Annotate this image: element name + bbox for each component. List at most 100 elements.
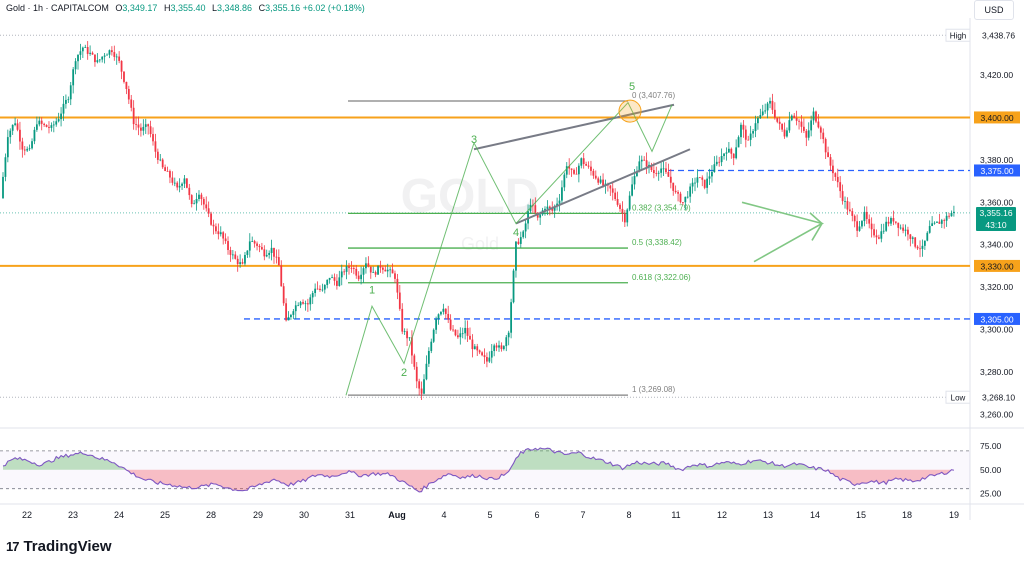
candle-body [636, 171, 638, 177]
candle-body [280, 265, 283, 287]
candle-body [575, 173, 578, 175]
candle-body [140, 127, 142, 131]
symbol-title[interactable]: Gold · 1h · CAPITALCOM [6, 3, 109, 13]
candle-body [91, 52, 94, 55]
candle-body [357, 275, 360, 280]
candle-body [573, 169, 575, 174]
candle-body [570, 168, 573, 170]
candle-body [328, 277, 331, 280]
candle-body [621, 208, 624, 214]
candle-body [396, 278, 399, 293]
candle-body [331, 277, 333, 279]
candle-body [907, 229, 909, 235]
candle-body [11, 124, 14, 131]
candle-body [793, 115, 796, 119]
candle-body [144, 124, 147, 127]
candle-body [35, 124, 38, 130]
currency-button[interactable]: USD [974, 0, 1014, 20]
candle-body [86, 47, 89, 54]
candle-body [679, 193, 682, 203]
candle-body [236, 258, 239, 264]
candle-body [4, 157, 7, 177]
open-value: 3,349.17 [122, 3, 158, 13]
candle-body [870, 223, 873, 230]
candle-body [616, 199, 619, 205]
candle-body [829, 157, 832, 166]
x-tick-label: 11 [671, 510, 680, 520]
candle-body [164, 167, 167, 172]
candle-body [275, 256, 278, 258]
candle-body [260, 247, 263, 250]
tradingview-brand[interactable]: 17 TradingView [6, 538, 112, 555]
candle-body [234, 254, 237, 259]
candle-body [323, 284, 326, 290]
candle-body [727, 148, 730, 153]
wedge-upper-line [473, 103, 675, 151]
projection-arrowhead [809, 212, 824, 241]
candle-body [498, 345, 500, 348]
candle-body [481, 352, 483, 356]
candle-body [800, 121, 803, 127]
candle-body [841, 191, 844, 202]
candle-body [16, 123, 19, 130]
candle-body [817, 121, 820, 128]
candle-body [539, 214, 542, 218]
candle-body [401, 308, 404, 332]
candle-body [38, 120, 41, 125]
candle-body [40, 120, 43, 124]
change-value: +6.02 (+0.18%) [302, 3, 365, 13]
candle-body [580, 158, 583, 166]
candle-body [798, 120, 800, 122]
candle-body [62, 103, 65, 114]
y-tick-label: 3,260.00 [980, 409, 1013, 419]
candle-body [822, 132, 825, 140]
level-label: 3,330.00 [980, 261, 1013, 271]
candle-body [270, 247, 273, 253]
candle-body [365, 263, 367, 269]
candle-body [65, 99, 67, 104]
candle-body [302, 302, 304, 304]
candle-body [333, 277, 336, 281]
x-tick-label: Aug [388, 510, 406, 520]
candle-body [420, 388, 423, 394]
candle-body [147, 124, 150, 127]
candle-body [466, 327, 469, 336]
candle-body [202, 199, 205, 205]
candle-body [106, 54, 108, 56]
candle-body [795, 118, 798, 121]
candle-body [442, 308, 445, 312]
high-value-label: 3,438.76 [982, 31, 1015, 41]
candle-body [643, 159, 646, 161]
y-tick-label: 3,420.00 [980, 70, 1013, 80]
candle-body [933, 222, 936, 224]
candle-body [761, 111, 764, 116]
candle-body [602, 179, 604, 186]
candle-body [391, 269, 394, 274]
candle-body [790, 115, 793, 121]
candle-body [926, 232, 929, 241]
candle-body [31, 141, 33, 149]
candle-body [672, 182, 675, 191]
candle-body [943, 220, 946, 221]
candle-body [544, 208, 546, 211]
candle-body [89, 52, 92, 54]
candle-body [655, 173, 658, 174]
candle-body [519, 237, 522, 244]
fib-level-label: 1 (3,269.08) [632, 385, 675, 394]
candle-body [258, 245, 261, 248]
candle-body [408, 337, 411, 339]
level-label: 3,400.00 [980, 113, 1013, 123]
candle-body [909, 234, 912, 239]
candle-body [834, 173, 837, 177]
rsi-tick-label: 25.00 [980, 488, 1002, 498]
x-tick-label: 24 [114, 510, 124, 520]
x-tick-label: 8 [626, 510, 631, 520]
candle-body [461, 333, 464, 335]
candle-body [914, 237, 917, 247]
candle-body [486, 357, 488, 362]
candle-body [367, 263, 370, 267]
candle-body [193, 203, 196, 205]
rsi-pane [0, 447, 970, 493]
candle-body [338, 277, 341, 286]
